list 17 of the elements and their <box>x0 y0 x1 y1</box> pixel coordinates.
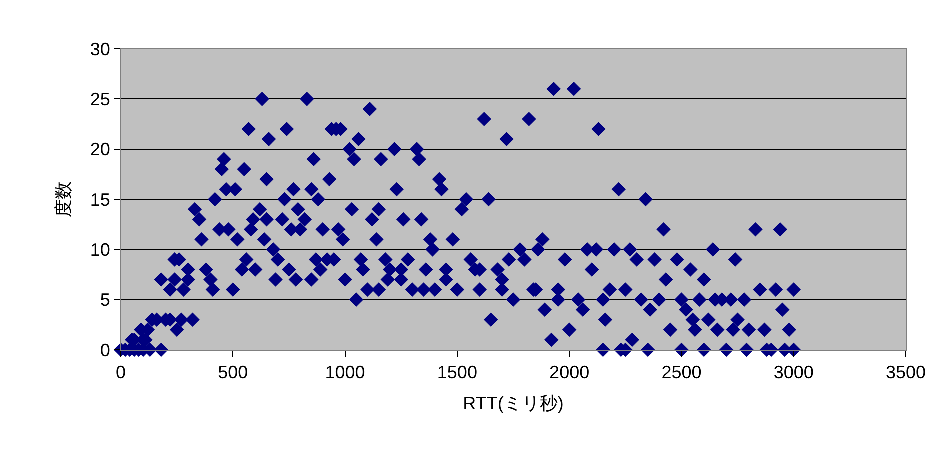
x-tick-label: 3000 <box>774 362 814 383</box>
x-axis-title: RTT(ミリ秒) <box>463 394 564 414</box>
x-tick-label: 2500 <box>662 362 702 383</box>
y-tick-label: 5 <box>100 290 110 310</box>
y-tick-label: 15 <box>90 190 110 210</box>
x-tick-label: 3500 <box>886 362 926 383</box>
x-tick-label: 2000 <box>550 362 590 383</box>
x-tick-label: 1500 <box>437 362 478 383</box>
y-tick-label: 0 <box>100 340 110 360</box>
y-tick-label: 25 <box>90 89 110 110</box>
x-tick-label: 1000 <box>325 362 366 383</box>
y-axis-title: 度数 <box>54 182 75 218</box>
x-tick-label: 0 <box>116 362 126 383</box>
x-tick-label: 500 <box>218 362 248 383</box>
y-tick-label: 20 <box>90 140 110 160</box>
y-tick-label: 30 <box>90 39 110 60</box>
y-tick-label: 10 <box>90 240 110 260</box>
